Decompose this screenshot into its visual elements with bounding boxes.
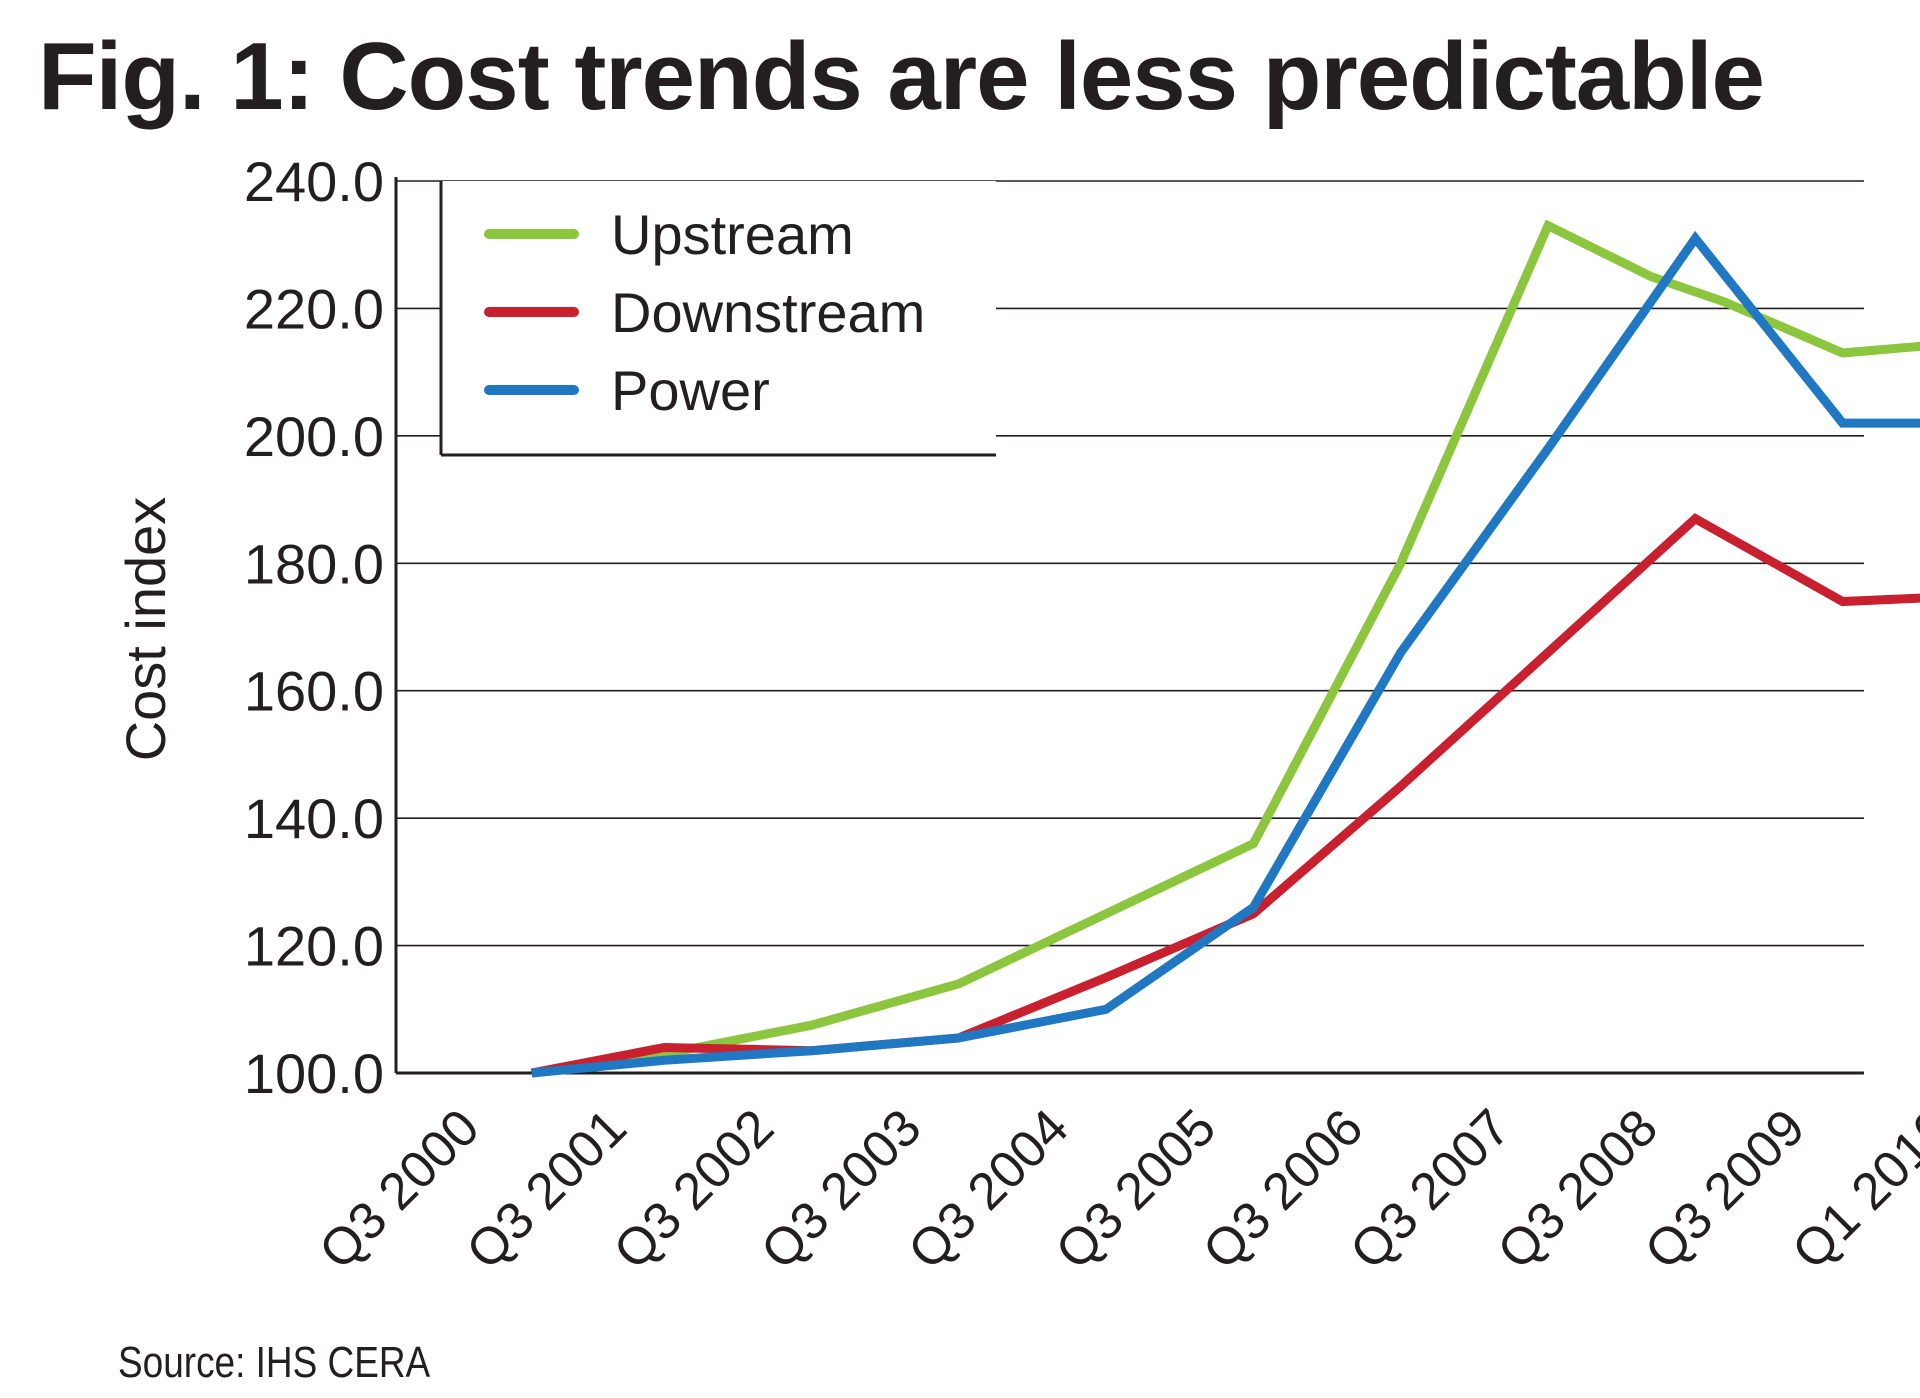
x-tick-label: Q3 2000 [308, 1098, 490, 1280]
x-tick-label: Q3 2007 [1340, 1098, 1522, 1280]
x-tick-label: Q3 2003 [750, 1098, 932, 1280]
series-line-downstream [530, 513, 1920, 1078]
y-axis-ticks: 100.0 120.0 140.0 160.0 180.0 200.0 220.0 240.0 [244, 150, 384, 1105]
y-tick-label: 220.0 [244, 277, 384, 340]
x-tick-label: Q3 2004 [898, 1098, 1080, 1280]
gridlines [396, 180, 1864, 947]
y-tick-label: 200.0 [244, 405, 384, 468]
series-line-power [531, 230, 1920, 1078]
legend-box [441, 181, 996, 455]
data-series [530, 219, 1920, 1078]
y-tick-label: 160.0 [244, 660, 384, 723]
legend-label-upstream: Upstream [611, 203, 854, 266]
x-tick-label: Q3 2008 [1487, 1098, 1669, 1280]
legend-label-downstream: Downstream [611, 281, 925, 344]
y-tick-label: 120.0 [244, 915, 384, 978]
source-note: Source: IHS CERA [118, 1338, 431, 1387]
x-tick-label: Q3 2005 [1045, 1098, 1227, 1280]
x-tick-label: Q3 2002 [603, 1098, 785, 1280]
y-tick-label: 100.0 [244, 1042, 384, 1105]
y-tick-label: 240.0 [244, 150, 384, 213]
y-tick-label: 140.0 [244, 787, 384, 850]
x-tick-label: Q3 2009 [1634, 1098, 1816, 1280]
y-tick-label: 180.0 [244, 532, 384, 595]
chart-title: Fig. 1: Cost trends are less predictable [38, 23, 1765, 130]
x-tick-label: Q3 2001 [456, 1098, 638, 1280]
axes [394, 177, 1864, 1075]
y-axis-label: Cost index [114, 497, 177, 762]
x-tick-label: Q3 2006 [1192, 1098, 1374, 1280]
legend: Upstream Downstream Power [439, 181, 996, 457]
legend-label-power: Power [611, 359, 770, 422]
series-line-upstream [531, 219, 1920, 1078]
